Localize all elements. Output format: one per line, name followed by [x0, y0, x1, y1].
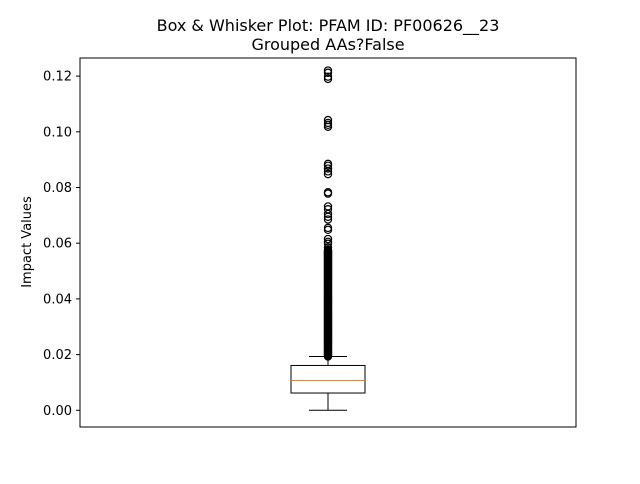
plot-layer: 0.00 0.02 0.04 0.06 0.08 0.10 0.12	[43, 66, 366, 419]
outlier-point	[323, 72, 333, 81]
outlier-point	[323, 118, 333, 128]
chart-title-line-2: Grouped AAs?False	[251, 35, 404, 54]
plot-frame	[79, 57, 577, 428]
y-axis-label: Impact Values	[20, 196, 35, 288]
y-tick-label: 0.04	[43, 292, 72, 307]
outlier-point	[323, 115, 333, 125]
outlier-point	[323, 215, 333, 224]
y-tick-label: 0.06	[43, 237, 72, 252]
outlier-point	[323, 169, 333, 179]
box-iqr	[290, 364, 366, 394]
y-tick-label: 0.12	[43, 70, 72, 85]
outlier-point	[323, 164, 333, 173]
outlier-point	[323, 66, 333, 75]
outlier-point	[323, 74, 333, 84]
y-tick-label: 0.02	[43, 348, 72, 363]
outlier-point	[323, 188, 333, 197]
y-tick-label: 0.08	[43, 181, 72, 196]
outlier-point	[323, 159, 333, 169]
outlier-point	[323, 68, 333, 77]
outlier-point	[323, 245, 333, 255]
outlier-point	[323, 243, 333, 252]
outlier-point	[323, 202, 333, 211]
y-tick-label: 0.00	[43, 404, 72, 419]
outlier-point	[323, 234, 333, 244]
y-tick-label: 0.10	[43, 125, 72, 140]
outlier-point	[323, 237, 333, 247]
outlier-point	[323, 223, 333, 233]
outlier-point	[323, 205, 333, 214]
chart-title-line-1: Box & Whisker Plot: PFAM ID: PF00626__23	[157, 16, 500, 36]
